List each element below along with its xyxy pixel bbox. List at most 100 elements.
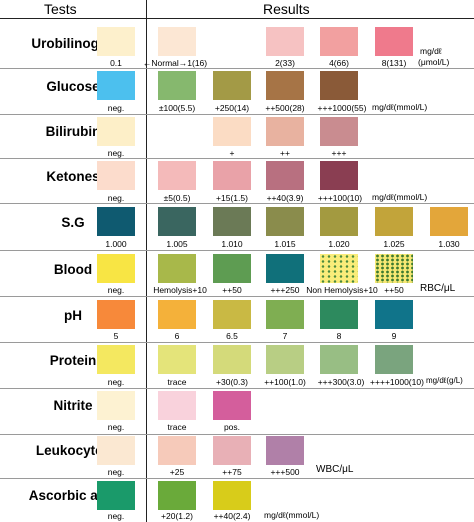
label-urobilinogen-1: 0.1 [110, 58, 122, 68]
test-glucose: Glucose [46, 79, 100, 94]
row-divider [0, 388, 474, 389]
row-divider [0, 203, 474, 204]
label-bilirubin-1: neg. [107, 148, 125, 158]
swatch-blood-2 [158, 254, 196, 283]
test-bilirubin: Bilirubin [45, 124, 101, 139]
label-ph-1: 5 [113, 331, 119, 341]
label-leukocytes-4: +++500 [270, 467, 300, 477]
header-results: Results [263, 1, 310, 17]
unit-blood: RBC/μL [420, 283, 456, 294]
label-protein-5: +++300(3.0) [317, 377, 365, 387]
swatch-glucose-5 [320, 71, 358, 100]
label-ph-2: 6 [174, 331, 180, 341]
label-sg-5: 1.020 [328, 239, 350, 249]
row-divider [0, 68, 474, 69]
label-sg-3: 1.010 [221, 239, 243, 249]
label-ketones-4: ++40(3.9) [266, 193, 304, 203]
label-ph-5: 8 [336, 331, 342, 341]
label-sg-6: 1.025 [383, 239, 405, 249]
test-ketones: Ketones [46, 169, 100, 184]
swatch-bilirubin-1 [97, 117, 135, 146]
unit-ascorbic-acid: mg/dℓ(mmol/L) [264, 510, 320, 520]
label-blood-2: Hemolysis+10 [153, 285, 207, 295]
swatch-leukocytes-3 [213, 436, 251, 465]
swatch-urobilinogen-1 [97, 27, 135, 56]
swatch-glucose-2 [158, 71, 196, 100]
label-urobilinogen-4: 4(66) [329, 58, 349, 68]
swatch-protein-4 [266, 345, 304, 374]
row-divider [0, 478, 474, 479]
header-divider [0, 18, 474, 19]
swatch-ph-6 [375, 300, 413, 329]
swatch-ketones-2 [158, 161, 196, 190]
swatch-leukocytes-2 [158, 436, 196, 465]
swatch-urobilinogen-2 [158, 27, 196, 56]
unit-ketones: mg/dℓ(mmol/L) [372, 192, 428, 202]
row-divider [0, 158, 474, 159]
swatch-sg-6 [375, 207, 413, 236]
unit-protein: mg/dℓ(g/L) [426, 376, 463, 385]
header-tests: Tests [44, 1, 77, 17]
row-divider [0, 342, 474, 343]
swatch-ascorbic-1 [97, 481, 135, 510]
label-blood-5: Non Hemolysis+10 [306, 285, 378, 295]
swatch-bilirubin-4 [320, 117, 358, 146]
label-ascorbic-3: ++40(2.4) [213, 511, 251, 521]
test-protein: Protein [49, 353, 97, 368]
label-nitrite-1: neg. [107, 422, 125, 432]
label-ascorbic-1: neg. [107, 511, 125, 521]
swatch-leukocytes-4 [266, 436, 304, 465]
label-nitrite-3: pos. [223, 422, 241, 432]
swatch-ketones-3 [213, 161, 251, 190]
swatch-ketones-5 [320, 161, 358, 190]
label-leukocytes-1: neg. [107, 467, 125, 477]
label-protein-2: trace [167, 377, 187, 387]
swatch-ketones-1 [97, 161, 135, 190]
swatch-protein-3 [213, 345, 251, 374]
label-blood-1: neg. [107, 285, 125, 295]
row-divider [0, 250, 474, 251]
swatch-ph-5 [320, 300, 358, 329]
label-ph-4: 7 [282, 331, 288, 341]
label-ketones-1: neg. [107, 193, 125, 203]
swatch-blood-3 [213, 254, 251, 283]
label-glucose-1: neg. [107, 103, 125, 113]
row-divider [0, 434, 474, 435]
label-ascorbic-2: +20(1.2) [161, 511, 193, 521]
swatch-ph-2 [158, 300, 196, 329]
label-ketones-3: +15(1.5) [216, 193, 248, 203]
swatch-nitrite-3 [213, 391, 251, 420]
label-protein-3: +30(0.3) [216, 377, 248, 387]
label-ketones-5: +++100(10) [317, 193, 363, 203]
swatch-sg-3 [213, 207, 251, 236]
label-ph-6: 9 [391, 331, 397, 341]
label-urobilinogen-3: 2(33) [275, 58, 295, 68]
label-blood-3: ++50 [222, 285, 242, 295]
swatch-protein-1 [97, 345, 135, 374]
label-protein-4: ++100(1.0) [264, 377, 306, 387]
label-ph-3: 6.5 [226, 331, 238, 341]
label-urobilinogen-5: 8(131) [381, 58, 407, 68]
swatch-blood-6 [375, 254, 413, 283]
swatch-sg-7 [430, 207, 468, 236]
swatch-glucose-1 [97, 71, 135, 100]
swatch-urobilinogen-4 [320, 27, 358, 56]
label-sg-2: 1.005 [166, 239, 188, 249]
swatch-leukocytes-1 [97, 436, 135, 465]
test-sg: S.G [61, 215, 85, 230]
test-blood: Blood [53, 262, 93, 277]
label-bilirubin-3: ++ [280, 148, 290, 158]
swatch-blood-1 [97, 254, 135, 283]
label-glucose-3: +250(14) [214, 103, 250, 113]
swatch-protein-2 [158, 345, 196, 374]
swatch-bilirubin-2 [213, 117, 251, 146]
swatch-sg-1 [97, 207, 135, 236]
swatch-blood-5 [320, 254, 358, 283]
swatch-ascorbic-3 [213, 481, 251, 510]
swatch-blood-4 [266, 254, 304, 283]
swatch-protein-5 [320, 345, 358, 374]
label-nitrite-2: trace [167, 422, 187, 432]
row-divider [0, 114, 474, 115]
label-sg-1: 1.000 [105, 239, 127, 249]
test-ph: pH [64, 308, 82, 323]
